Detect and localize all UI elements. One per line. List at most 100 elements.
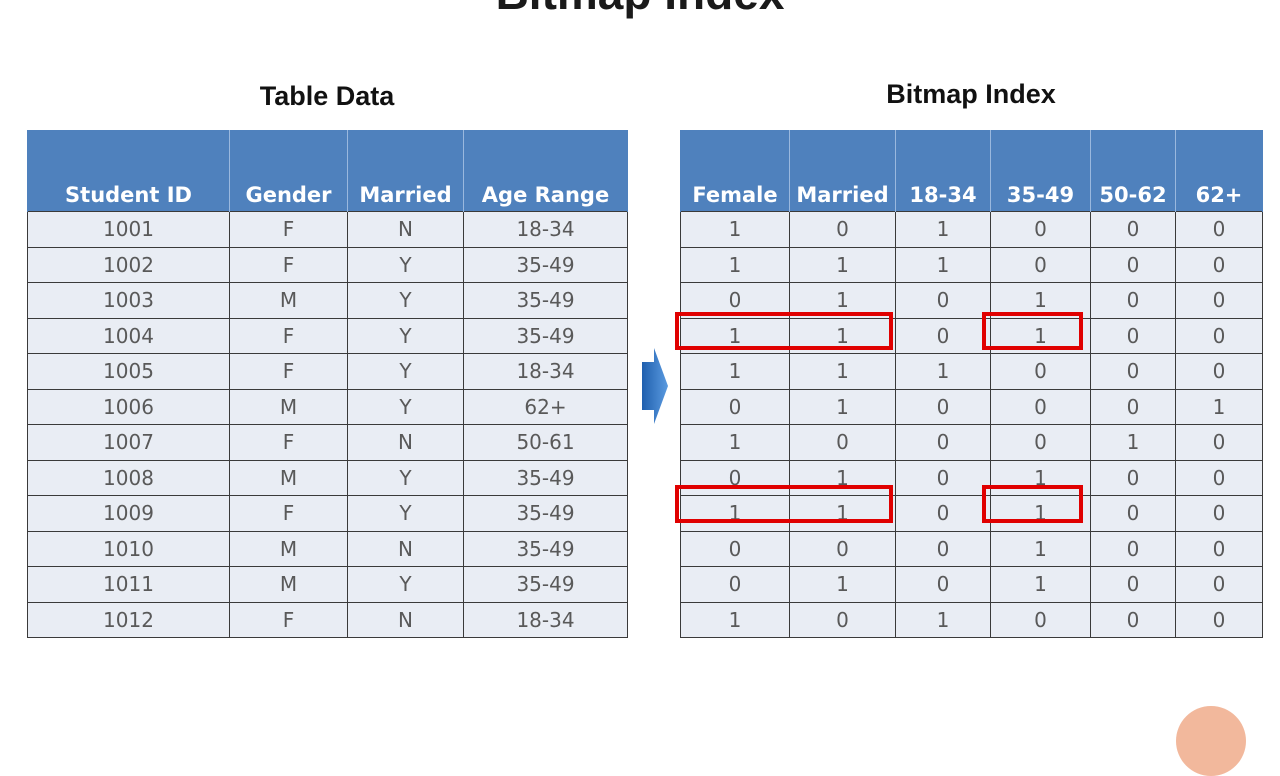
table-row: 1003 M Y 35-49 <box>27 282 628 319</box>
table-data-cell: F <box>229 601 348 638</box>
bitmap-cell: 0 <box>895 495 991 532</box>
bitmap-cell: 1 <box>680 211 790 248</box>
table-data-cell: 1006 <box>27 388 230 425</box>
bitmap-cell: 0 <box>1090 211 1176 248</box>
table-data-cell: 1007 <box>27 424 230 461</box>
bitmap-header: 18-34 <box>895 130 991 212</box>
table-row: 1002 F Y 35-49 <box>27 246 628 283</box>
table-data-cell: F <box>229 246 348 283</box>
bitmap-cell: 1 <box>680 246 790 283</box>
bitmap-header: 50-62 <box>1090 130 1176 212</box>
table-data-cell: Y <box>347 282 464 319</box>
bitmap-cell: 1 <box>895 246 991 283</box>
table-data: Student ID Gender Married Age Range 1001 F N 1… <box>27 130 628 638</box>
table-data-cell: 35-49 <box>463 459 628 496</box>
bitmap-cell: 0 <box>1090 246 1176 283</box>
table-row: 1010 M N 35-49 <box>27 530 628 567</box>
table-data-cell: Y <box>347 495 464 532</box>
corner-decoration <box>1176 706 1246 776</box>
table-row: 1012 F N 18-34 <box>27 601 628 638</box>
bitmap-cell: 1 <box>789 388 896 425</box>
bitmap-cell: 1 <box>789 353 896 390</box>
table-data-cell: 1011 <box>27 566 230 603</box>
bitmap-cell: 1 <box>1175 388 1263 425</box>
table-row: 1004 F Y 35-49 <box>27 317 628 354</box>
bitmap-cell: 0 <box>990 353 1091 390</box>
table-data-cell: M <box>229 282 348 319</box>
bitmap-cell: 0 <box>1175 459 1263 496</box>
table-data-cell: M <box>229 566 348 603</box>
table-data-cell: 62+ <box>463 388 628 425</box>
table-data-cell: Y <box>347 388 464 425</box>
bitmap-index-caption: Bitmap Index <box>886 79 1056 109</box>
table-data-cell: M <box>229 388 348 425</box>
table-row: 1005 F Y 18-34 <box>27 353 628 390</box>
table-row: 1007 F N 50-61 <box>27 424 628 461</box>
table-data-cell: 1005 <box>27 353 230 390</box>
table-data-cell: N <box>347 601 464 638</box>
table-data-cell: 1012 <box>27 601 230 638</box>
table-data-cell: 35-49 <box>463 566 628 603</box>
bitmap-cell: 0 <box>1175 601 1263 638</box>
bitmap-cell: 0 <box>680 459 790 496</box>
bitmap-cell: 0 <box>1090 388 1176 425</box>
table-data-cell: N <box>347 424 464 461</box>
table-data-cell: 18-34 <box>463 353 628 390</box>
bitmap-cell: 0 <box>1090 530 1176 567</box>
bitmap-cell: 0 <box>990 388 1091 425</box>
table-data-cell: Y <box>347 566 464 603</box>
bitmap-cell: 0 <box>1175 317 1263 354</box>
bitmap-cell: 0 <box>895 424 991 461</box>
bitmap-cell: 0 <box>1090 566 1176 603</box>
table-data-header: Married <box>347 130 464 212</box>
bitmap-cell: 0 <box>1175 211 1263 248</box>
highlight-row-1009-35-49 <box>982 485 1083 523</box>
table-data-cell: Y <box>347 459 464 496</box>
bitmap-header: Female <box>680 130 790 212</box>
table-data-cell: 35-49 <box>463 530 628 567</box>
bitmap-cell: 0 <box>680 388 790 425</box>
bitmap-cell: 0 <box>1175 495 1263 532</box>
bitmap-cell: 0 <box>680 530 790 567</box>
table-data-cell: 1010 <box>27 530 230 567</box>
bitmap-cell: 0 <box>990 601 1091 638</box>
bitmap-cell: 1 <box>789 459 896 496</box>
table-data-cell: N <box>347 530 464 567</box>
bitmap-cell: 0 <box>895 317 991 354</box>
bitmap-cell: 1 <box>680 424 790 461</box>
table-data-cell: M <box>229 530 348 567</box>
table-data-cell: F <box>229 424 348 461</box>
bitmap-cell: 0 <box>789 530 896 567</box>
bitmap-cell: 1 <box>789 495 896 532</box>
table-data-header: Student ID <box>27 130 230 212</box>
bitmap-header: Married <box>789 130 896 212</box>
bitmap-cell: 0 <box>1090 495 1176 532</box>
bitmap-cell: 0 <box>789 211 896 248</box>
bitmap-header: 35-49 <box>990 130 1091 212</box>
table-data-cell: 35-49 <box>463 246 628 283</box>
table-data-cell: 18-34 <box>463 601 628 638</box>
bitmap-cell: 1 <box>895 601 991 638</box>
bitmap-cell: 0 <box>1090 601 1176 638</box>
highlight-row-1009-female-married <box>675 485 893 523</box>
table-data-cell: 1001 <box>27 211 230 248</box>
bitmap-cell: 0 <box>895 388 991 425</box>
slide-title: Bitmap Index <box>0 0 1280 20</box>
highlight-row-1004-35-49 <box>982 312 1083 350</box>
bitmap-cell: 0 <box>895 459 991 496</box>
bitmap-cell: 0 <box>1175 282 1263 319</box>
table-data-cell: 1009 <box>27 495 230 532</box>
bitmap-cell: 0 <box>990 424 1091 461</box>
bitmap-cell: 1 <box>895 211 991 248</box>
table-data-cell: 1002 <box>27 246 230 283</box>
bitmap-cell: 1 <box>789 246 896 283</box>
bitmap-cell: 0 <box>1175 530 1263 567</box>
table-data-cell: M <box>229 459 348 496</box>
bitmap-cell: 0 <box>1175 566 1263 603</box>
bitmap-cell: 1 <box>680 601 790 638</box>
bitmap-cell: 0 <box>789 424 896 461</box>
